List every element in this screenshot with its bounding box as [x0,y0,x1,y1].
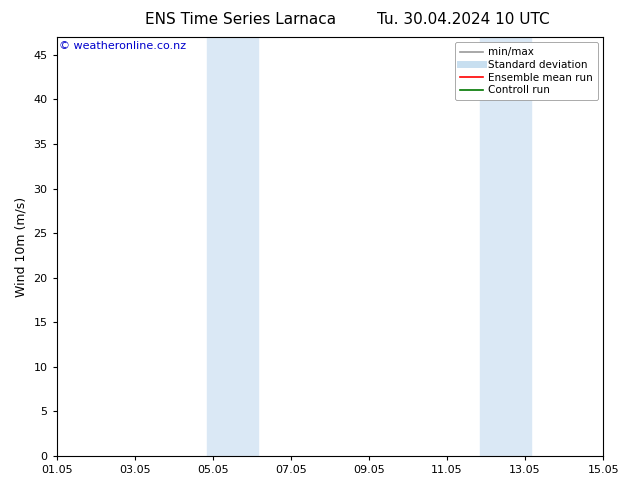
Text: ENS Time Series Larnaca: ENS Time Series Larnaca [145,12,337,27]
Bar [207,37,258,456]
Text: © weatheronline.co.nz: © weatheronline.co.nz [60,41,186,51]
Y-axis label: Wind 10m (m/s): Wind 10m (m/s) [15,196,28,296]
Bar [480,37,531,456]
Text: Tu. 30.04.2024 10 UTC: Tu. 30.04.2024 10 UTC [377,12,549,27]
Legend: min/max, Standard deviation, Ensemble mean run, Controll run: min/max, Standard deviation, Ensemble me… [455,42,598,100]
